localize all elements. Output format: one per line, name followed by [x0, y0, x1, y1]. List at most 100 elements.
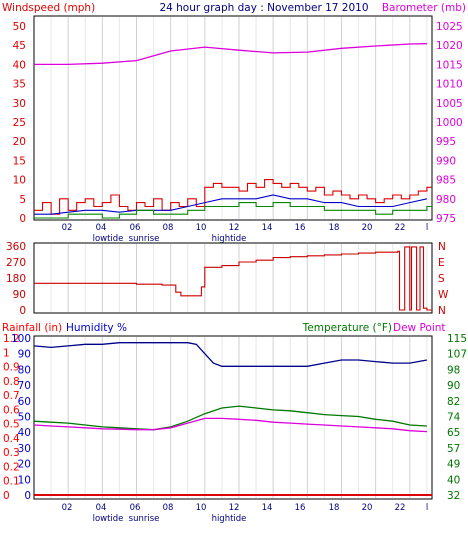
humidity-tick-label: 50: [18, 412, 31, 424]
temperature-axis-title: Temperature (°F): [302, 322, 392, 334]
humidity-tick-label: 10: [18, 474, 31, 486]
rainfall-tick-label: 0.1: [3, 476, 20, 488]
lowtide-marker: lowtide: [93, 514, 124, 524]
time-tick-label: 18: [329, 503, 340, 513]
barometer-line: [34, 43, 427, 66]
humidity-line: [33, 342, 428, 367]
rainfall-tick-label: 1.2: [3, 333, 20, 345]
temperature-tick-label: 107: [447, 349, 467, 361]
sunrise-marker: sunrise: [129, 234, 160, 244]
time-tick-label: 20: [362, 503, 373, 513]
rainfall-tick-label: 0.9: [3, 362, 20, 374]
rainfall-tick-label: 0.3: [3, 447, 20, 459]
rainfall-tick-label: 0.8: [3, 376, 20, 388]
temperature-tick-label: 40: [447, 474, 460, 486]
compass-tick-label: E: [438, 257, 445, 269]
time-tick-label: 10: [196, 503, 207, 513]
time-tick-label: 14: [262, 503, 273, 513]
time-tick-label: 22: [395, 223, 406, 233]
time-tick-label: 12: [229, 503, 240, 513]
time-tick-label: 14: [262, 223, 273, 233]
windspeed-tick-label: 15: [13, 155, 26, 167]
sunrise-marker: sunrise: [129, 514, 160, 524]
direction-tick-label: 0: [19, 305, 26, 317]
windspeed-tick-label: 50: [13, 21, 26, 33]
temperature-tick-label: 32: [447, 490, 460, 502]
time-axis-bottom: 02 04 06 08 10 12 14 16 18 20 22 l lowti…: [62, 503, 429, 524]
time-tick-label: 10: [196, 223, 207, 233]
time-tick-label: 20: [362, 223, 373, 233]
temperature-panel-grid: [50, 337, 428, 498]
compass-tick-label: W: [438, 289, 449, 301]
direction-panel-grid: [50, 244, 428, 312]
temperature-humidity-panel: 0 0.1 0.2 0.3 0.4 0.5 0.6 0.7 0.8 0.9 1 1.2 0 10 20 30…: [3, 333, 467, 502]
time-tick-label: 02: [62, 223, 73, 233]
time-tick-label: 06: [130, 503, 141, 513]
direction-series: [34, 246, 432, 311]
time-tick-label: 08: [163, 223, 174, 233]
compass-tick-label: S: [438, 273, 445, 285]
humidity-tick-label: 40: [18, 427, 31, 439]
windspeed-ticks: 0 5 10 15 20 25 30 35 40 45 50: [13, 21, 26, 225]
humidity-tick-label: 100: [11, 333, 31, 345]
time-tick-label: 04: [96, 223, 107, 233]
hightide-marker: hightide: [212, 234, 247, 244]
time-tick-label: 02: [62, 503, 73, 513]
windspeed-tick-label: 20: [13, 136, 26, 148]
chart-title: 24 hour graph day : November 17 2010: [159, 2, 368, 14]
time-tick-label: 16: [295, 503, 306, 513]
barometer-tick-label: 990: [436, 155, 456, 167]
barometer-tick-label: 1020: [436, 40, 463, 52]
avgwind-line: [34, 202, 432, 219]
time-end-label: l: [426, 503, 428, 513]
windspeed-tick-label: 5: [19, 194, 26, 206]
temperature-tick-label: 74: [447, 412, 461, 424]
windspeed-tick-label: 25: [13, 117, 26, 129]
temperature-tick-label: 90: [447, 380, 460, 392]
windspeed-tick-label: 45: [13, 40, 26, 52]
temperature-tick-label: 57: [447, 443, 460, 455]
humidity-tick-label: 80: [18, 364, 31, 376]
time-tick-label: 22: [395, 503, 406, 513]
temperature-line: [33, 405, 427, 431]
temperature-ticks: 32 40 49 57 65 74 82 90 98 107 115: [447, 333, 467, 502]
rainfall-tick-label: 0: [3, 490, 10, 502]
time-tick-label: 04: [96, 503, 107, 513]
barometer-tick-label: 985: [436, 175, 456, 187]
barometer-tick-label: 995: [436, 136, 456, 148]
direction-tick-label: 270: [6, 257, 26, 269]
time-tick-label: 12: [229, 223, 240, 233]
rainfall-tick-label: 0.2: [3, 461, 20, 473]
temperature-tick-label: 82: [447, 396, 460, 408]
windspeed-tick-label: 30: [13, 98, 26, 110]
direction-tick-label: 180: [6, 273, 26, 285]
humidity-tick-label: 90: [18, 349, 31, 361]
barometer-axis-title: Barometer (mb): [382, 2, 466, 14]
temperature-tick-label: 115: [447, 333, 467, 345]
rainfall-tick-label: 0.4: [3, 433, 20, 445]
windspeed-tick-label: 40: [13, 59, 26, 71]
barometer-tick-label: 1015: [436, 59, 463, 71]
wind-line: [34, 179, 432, 215]
dewpoint-axis-title: Dew Point: [393, 322, 446, 334]
direction-degree-ticks: 0 90 180 270 360: [6, 241, 26, 317]
barometer-ticks: 975 980 985 990 995 1000 1005 1010 1015 1020 1025: [436, 21, 463, 225]
humidity-tick-label: 30: [18, 443, 31, 455]
humidity-tick-label: 60: [18, 396, 31, 408]
hightide-marker: hightide: [212, 514, 247, 524]
temperature-tick-label: 98: [447, 364, 460, 376]
dewpoint-line: [33, 417, 427, 433]
temperature-series: [33, 342, 432, 496]
humidity-axis-title: Humidity %: [66, 322, 127, 334]
time-tick-label: 06: [130, 223, 141, 233]
humidity-ticks: 0 10 20 30 40 50 60 70 80 90 100: [11, 333, 31, 502]
direction-panel-frame: [33, 242, 433, 314]
windspeed-tick-label: 35: [13, 79, 26, 91]
direction-tick-label: 90: [13, 289, 26, 301]
windspeed-tick-label: 0: [19, 213, 26, 225]
time-end-label: l: [426, 223, 428, 233]
barometer-tick-label: 1010: [436, 79, 463, 91]
